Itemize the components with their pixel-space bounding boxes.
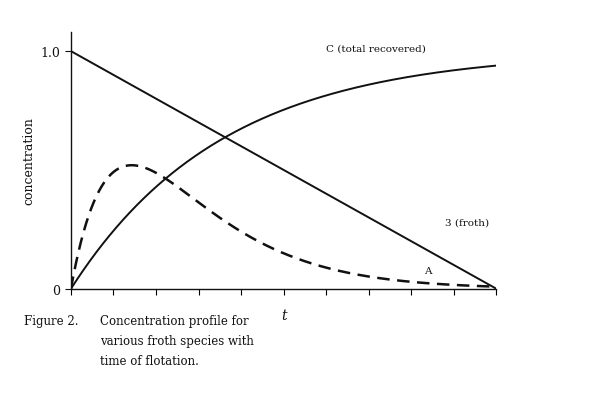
- Text: A: A: [424, 267, 431, 276]
- Y-axis label: concentration: concentration: [22, 117, 35, 205]
- Text: C (total recovered): C (total recovered): [326, 44, 426, 53]
- Text: 3 (froth): 3 (froth): [446, 218, 489, 227]
- X-axis label: t: t: [281, 308, 287, 322]
- Text: Concentration profile for
various froth species with
time of flotation.: Concentration profile for various froth …: [100, 314, 254, 367]
- Text: Figure 2.: Figure 2.: [24, 314, 78, 327]
